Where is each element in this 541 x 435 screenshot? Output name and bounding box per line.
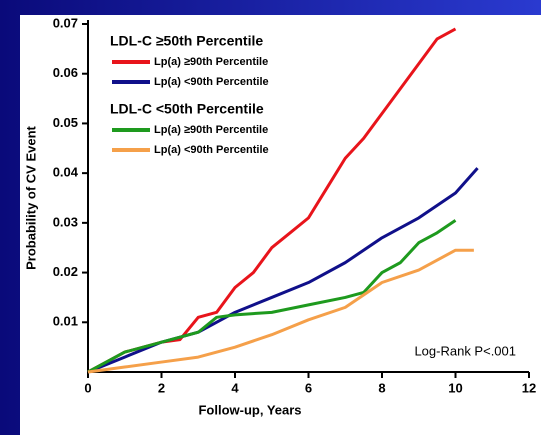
annotation: Log-Rank P<.001: [414, 343, 516, 358]
y-tick-label: 0.02: [53, 264, 78, 279]
legend-group-title: LDL-C <50th Percentile: [110, 101, 264, 117]
x-tick-label: 2: [158, 380, 165, 395]
x-axis-label: Follow-up, Years: [198, 402, 301, 417]
y-tick-label: 0.07: [53, 15, 78, 30]
x-tick-label: 0: [84, 380, 91, 395]
legend-group-title: LDL-C ≥50th Percentile: [110, 33, 263, 49]
legend-label: Lp(a) ≥90th Percentile: [154, 124, 268, 136]
y-tick-label: 0.06: [53, 65, 78, 80]
x-tick-label: 4: [231, 380, 239, 395]
legend-label: Lp(a) ≥90th Percentile: [154, 56, 268, 68]
y-tick-label: 0.01: [53, 314, 78, 329]
x-tick-label: 10: [448, 380, 462, 395]
y-tick-label: 0.03: [53, 214, 78, 229]
y-tick-label: 0.04: [53, 165, 79, 180]
legend-label: Lp(a) <90th Percentile: [154, 144, 269, 156]
x-tick-label: 8: [378, 380, 385, 395]
series-line: [87, 248, 474, 374]
y-tick-label: 0.05: [53, 115, 78, 130]
x-tick-label: 6: [305, 380, 312, 395]
x-tick-label: 12: [522, 380, 536, 395]
y-axis-label: Probability of CV Event: [23, 125, 38, 269]
legend-label: Lp(a) <90th Percentile: [154, 76, 269, 88]
series-line: [87, 219, 457, 374]
